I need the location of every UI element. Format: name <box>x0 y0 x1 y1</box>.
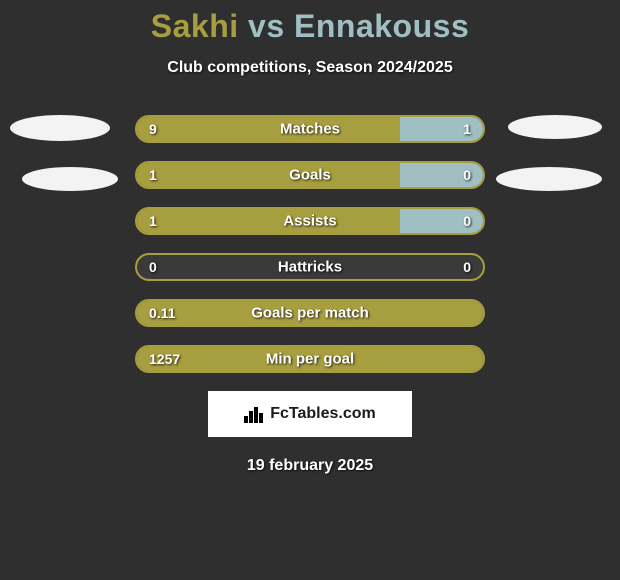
comparison-title: Sakhi vs Ennakouss <box>0 0 620 45</box>
player2-avatar-top <box>508 115 602 139</box>
stats-area: 91Matches 10Goals 10Assists 00Hattricks 0.11… <box>0 115 620 373</box>
stat-bar-right <box>400 117 483 141</box>
stat-bar-left <box>137 347 483 371</box>
stat-bars-container: 91Matches 10Goals 10Assists 00Hattricks 0.11… <box>135 115 485 373</box>
stat-row: 91Matches <box>135 115 485 143</box>
stat-row: 1257Min per goal <box>135 345 485 373</box>
stat-bar-left <box>137 163 400 187</box>
date-text: 19 february 2025 <box>0 457 620 475</box>
stat-row: 00Hattricks <box>135 253 485 281</box>
stat-bar-right <box>400 163 483 187</box>
stat-bar-left <box>137 301 483 325</box>
stat-row: 10Goals <box>135 161 485 189</box>
stat-bar-left <box>137 209 400 233</box>
player2-name: Ennakouss <box>294 8 469 44</box>
player1-avatar-bottom <box>22 167 118 191</box>
stat-row: 10Assists <box>135 207 485 235</box>
player2-avatar-bottom <box>496 167 602 191</box>
player1-name: Sakhi <box>151 8 239 44</box>
player1-avatar-top <box>10 115 110 141</box>
stat-row: 0.11Goals per match <box>135 299 485 327</box>
vs-word: vs <box>248 8 285 44</box>
subtitle: Club competitions, Season 2024/2025 <box>0 59 620 77</box>
bar-chart-icon <box>244 405 264 423</box>
logo-text: FcTables.com <box>270 405 376 423</box>
stat-bar-right <box>400 209 483 233</box>
fctables-logo: FcTables.com <box>208 391 412 437</box>
stat-bar-left <box>137 117 400 141</box>
